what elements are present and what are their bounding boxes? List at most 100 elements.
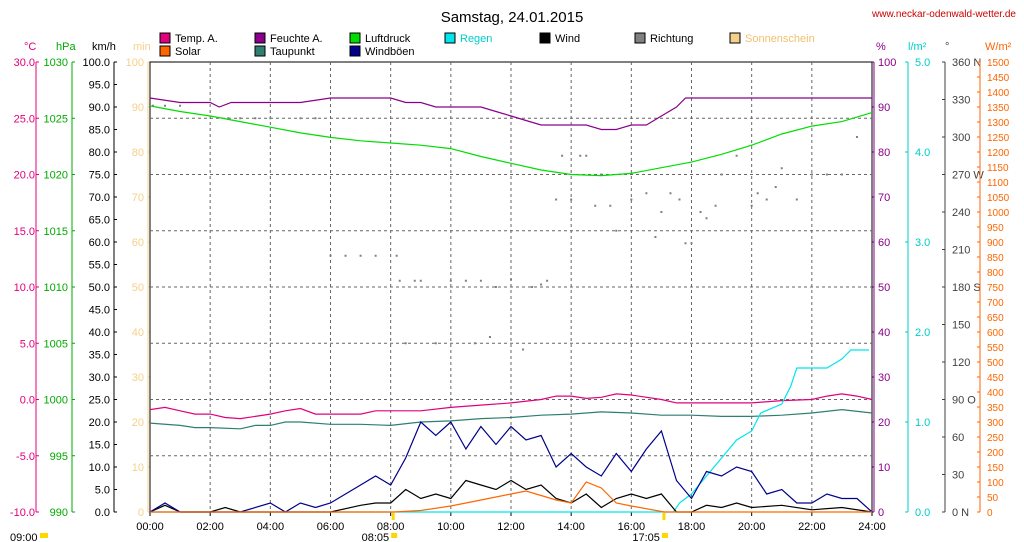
- series-richtung-point: [705, 217, 708, 220]
- x-tick-label: 22:00: [798, 521, 826, 533]
- series-temp-a: [149, 393, 873, 420]
- axis-label-temp: 15.0: [14, 226, 35, 238]
- axis-label-wm2: 100: [987, 478, 1004, 489]
- axis-label-kmh: 70.0: [89, 192, 110, 204]
- axis-label-kmh: 100.0: [82, 57, 110, 69]
- axis-label-wm2: 400: [987, 388, 1004, 399]
- x-tick-label: 06:00: [317, 521, 345, 533]
- series-richtung-point: [795, 198, 798, 201]
- series-richtung-point: [570, 198, 573, 201]
- axis-label-wm2: 850: [987, 253, 1004, 264]
- axis-label-hpa: 1000: [44, 395, 68, 407]
- axis-label-temp: 25.0: [14, 113, 35, 125]
- axis-label-lm2: 3.0: [915, 237, 930, 249]
- axis-label-wm2: 600: [987, 328, 1004, 339]
- axis-label-kmh: 85.0: [89, 125, 110, 137]
- axis-label-pct: 80: [878, 147, 890, 159]
- axis-label-pct: 30: [878, 372, 890, 384]
- axis-label-pct: 40: [878, 327, 890, 339]
- series-taupunkt: [149, 408, 873, 430]
- site-url[interactable]: www.neckar-odenwald-wetter.de: [871, 9, 1016, 20]
- axis-label-temp: -10.0: [10, 507, 35, 519]
- series-richtung-point: [449, 279, 452, 282]
- grid: [150, 62, 872, 512]
- axis-label-wm2: 1350: [987, 103, 1010, 114]
- axis-label-wm2: 800: [987, 268, 1004, 279]
- axis-label-pct: 20: [878, 417, 890, 429]
- axis-label-deg: 0 N: [952, 507, 969, 519]
- axis-label-wm2: 900: [987, 238, 1004, 249]
- axis-label-wm2: 650: [987, 313, 1004, 324]
- axis-label-wm2: 950: [987, 223, 1004, 234]
- axis-label-lm2: 2.0: [915, 327, 930, 339]
- legend-swatch-richtung: [634, 32, 646, 44]
- series-richtung-point: [714, 204, 717, 207]
- series-richtung-point: [404, 342, 407, 345]
- axis-label-kmh: 30.0: [89, 372, 110, 384]
- x-tick-label: 12:00: [497, 521, 525, 533]
- series-richtung-point: [871, 136, 873, 138]
- series-richtung-point: [152, 104, 155, 107]
- axis-label-wm2: 150: [987, 463, 1004, 474]
- day-start-label: 09:00: [10, 532, 38, 542]
- x-tick-label: 08:00: [377, 521, 405, 533]
- x-tick-label: 18:00: [678, 521, 706, 533]
- x-tick-label: 04:00: [257, 521, 285, 533]
- legend-swatch-boeen: [349, 45, 361, 57]
- axis-label-kmh: 60.0: [89, 237, 110, 249]
- axis-label-wm2: 1150: [987, 163, 1009, 174]
- legend-swatch-taupunkt: [254, 45, 266, 57]
- axis-label-min: 10: [132, 462, 144, 474]
- sun-icon: [40, 533, 48, 538]
- axis-label-deg: 210: [952, 245, 970, 257]
- axis-label-wm2: 550: [987, 343, 1004, 354]
- axis-label-hpa: 1020: [44, 170, 68, 182]
- axis-label-pct: 60: [878, 237, 890, 249]
- axis-label-kmh: 45.0: [89, 305, 110, 317]
- axis-label-kmh: 15.0: [89, 440, 110, 452]
- legend-label-regen: Regen: [460, 33, 492, 45]
- axis-label-hpa: 990: [50, 507, 68, 519]
- legend-label-taupunkt: Taupunkt: [270, 46, 315, 58]
- axis-label-kmh: 20.0: [89, 417, 110, 429]
- axis-unit-lm2: l/m²: [908, 41, 927, 53]
- axis-label-kmh: 50.0: [89, 282, 110, 294]
- legend-label-boeen: Windböen: [365, 46, 415, 58]
- x-tick-label: 00:00: [136, 521, 164, 533]
- series-richtung-point: [840, 173, 843, 176]
- axis-label-temp: -5.0: [16, 451, 35, 463]
- sunrise-label: 08:05: [362, 532, 390, 542]
- axis-label-lm2: 0.0: [915, 507, 930, 519]
- series-richtung-point: [329, 254, 332, 257]
- legend-label-richtung: Richtung: [650, 33, 693, 45]
- series-richtung-point: [479, 279, 482, 282]
- series-richtung-point: [669, 192, 672, 195]
- series-richtung-point: [585, 154, 588, 157]
- series-richtung-point: [555, 198, 558, 201]
- series-richtung-point: [600, 173, 603, 176]
- axis-unit-pct: %: [876, 41, 886, 53]
- axis-label-deg: 120: [952, 357, 970, 369]
- axis-label-kmh: 95.0: [89, 80, 110, 92]
- axis-label-deg: 30: [952, 470, 964, 482]
- series-richtung-point: [227, 117, 230, 120]
- legend-label-sonne: Sonnenschein: [745, 33, 815, 45]
- series-richtung-point: [473, 342, 476, 345]
- axis-label-deg: 150: [952, 320, 970, 332]
- series-richtung-point: [594, 204, 597, 207]
- legend-swatch-feuchte: [254, 32, 266, 44]
- axis-label-kmh: 65.0: [89, 215, 110, 227]
- axis-label-pct: 50: [878, 282, 890, 294]
- axis-label-wm2: 1000: [987, 208, 1010, 219]
- series-richtung-point: [522, 348, 525, 351]
- axis-label-temp: 30.0: [14, 57, 35, 69]
- axis-label-wm2: 1200: [987, 148, 1010, 159]
- legend-swatch-wind: [539, 32, 551, 44]
- series-richtung-point: [561, 154, 564, 157]
- axis-label-kmh: 55.0: [89, 260, 110, 272]
- axis-label-wm2: 450: [987, 373, 1004, 384]
- series-richtung-point: [579, 154, 582, 157]
- axis-label-min: 30: [132, 372, 144, 384]
- legend: Temp. A. Feuchte A. Luftdruck Regen Wind Rich…: [159, 32, 815, 58]
- series-richtung-point: [630, 198, 633, 201]
